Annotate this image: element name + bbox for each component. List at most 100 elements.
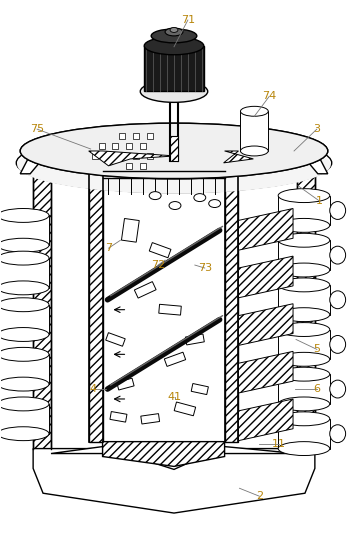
- Polygon shape: [185, 334, 204, 345]
- Polygon shape: [238, 304, 293, 345]
- Ellipse shape: [0, 281, 49, 295]
- Bar: [0, 305, 49, 334]
- Bar: [0, 258, 49, 288]
- Text: 5: 5: [313, 344, 321, 355]
- Text: 75: 75: [30, 124, 44, 134]
- Polygon shape: [89, 151, 175, 166]
- Polygon shape: [174, 402, 196, 416]
- Text: 72: 72: [151, 260, 165, 270]
- Ellipse shape: [278, 352, 330, 366]
- Polygon shape: [20, 149, 51, 174]
- Ellipse shape: [278, 188, 330, 203]
- Bar: [33, 149, 51, 449]
- Text: 7: 7: [105, 243, 112, 253]
- Polygon shape: [33, 449, 315, 513]
- Polygon shape: [110, 412, 127, 422]
- Ellipse shape: [0, 209, 49, 223]
- Ellipse shape: [16, 133, 332, 193]
- Ellipse shape: [278, 367, 330, 381]
- Ellipse shape: [0, 427, 49, 440]
- Text: 2: 2: [256, 491, 263, 501]
- Ellipse shape: [0, 348, 49, 361]
- Bar: [278, 330, 330, 359]
- Ellipse shape: [278, 308, 330, 321]
- Bar: [105, 153, 111, 159]
- Ellipse shape: [330, 336, 346, 353]
- Ellipse shape: [165, 28, 183, 36]
- Bar: [140, 143, 146, 149]
- Ellipse shape: [278, 263, 330, 277]
- Ellipse shape: [169, 201, 181, 210]
- Text: 6: 6: [313, 384, 321, 394]
- Ellipse shape: [0, 298, 49, 312]
- Ellipse shape: [20, 123, 328, 179]
- Bar: [133, 133, 139, 139]
- Text: 41: 41: [168, 392, 182, 402]
- Text: 1: 1: [315, 195, 322, 206]
- Bar: [140, 163, 146, 169]
- Text: 3: 3: [313, 124, 321, 134]
- Bar: [278, 285, 330, 314]
- Bar: [92, 153, 98, 159]
- Polygon shape: [134, 282, 156, 298]
- Bar: [278, 240, 330, 270]
- Polygon shape: [164, 352, 186, 367]
- Bar: [0, 355, 49, 384]
- Ellipse shape: [149, 192, 161, 200]
- Polygon shape: [238, 256, 293, 298]
- Polygon shape: [106, 333, 125, 346]
- Bar: [112, 143, 118, 149]
- Polygon shape: [121, 218, 139, 242]
- Text: 71: 71: [181, 15, 195, 25]
- Bar: [144, 46, 204, 91]
- Bar: [133, 153, 139, 159]
- Ellipse shape: [0, 238, 49, 252]
- Polygon shape: [224, 151, 253, 163]
- Ellipse shape: [278, 412, 330, 426]
- Polygon shape: [238, 399, 293, 440]
- Ellipse shape: [20, 123, 328, 179]
- Ellipse shape: [330, 201, 346, 219]
- Ellipse shape: [0, 251, 49, 265]
- Bar: [278, 195, 330, 225]
- Ellipse shape: [194, 194, 206, 201]
- Polygon shape: [103, 441, 224, 466]
- Ellipse shape: [330, 291, 346, 309]
- Ellipse shape: [209, 200, 221, 207]
- Bar: [119, 133, 125, 139]
- Polygon shape: [238, 351, 293, 393]
- Ellipse shape: [278, 441, 330, 456]
- Polygon shape: [141, 414, 160, 424]
- Bar: [98, 143, 104, 149]
- Polygon shape: [51, 446, 297, 469]
- Bar: [224, 156, 238, 441]
- Ellipse shape: [330, 425, 346, 443]
- Text: 73: 73: [198, 263, 212, 273]
- Ellipse shape: [144, 37, 204, 55]
- Ellipse shape: [330, 380, 346, 398]
- Bar: [278, 374, 330, 404]
- Bar: [126, 143, 132, 149]
- Polygon shape: [149, 243, 171, 258]
- Text: 11: 11: [272, 439, 286, 449]
- Ellipse shape: [0, 327, 49, 342]
- Bar: [126, 163, 132, 169]
- Ellipse shape: [278, 218, 330, 232]
- Ellipse shape: [17, 136, 331, 194]
- Ellipse shape: [278, 397, 330, 411]
- Polygon shape: [191, 383, 208, 395]
- Ellipse shape: [0, 397, 49, 411]
- Bar: [278, 419, 330, 449]
- Ellipse shape: [240, 146, 268, 156]
- Polygon shape: [238, 209, 293, 250]
- Ellipse shape: [278, 233, 330, 247]
- Text: 4: 4: [89, 384, 96, 394]
- Ellipse shape: [278, 278, 330, 292]
- Bar: [89, 156, 103, 441]
- Bar: [240, 111, 268, 151]
- Text: 74: 74: [262, 91, 276, 102]
- Ellipse shape: [240, 106, 268, 116]
- Ellipse shape: [151, 29, 197, 43]
- Bar: [147, 133, 153, 139]
- Bar: [147, 153, 153, 159]
